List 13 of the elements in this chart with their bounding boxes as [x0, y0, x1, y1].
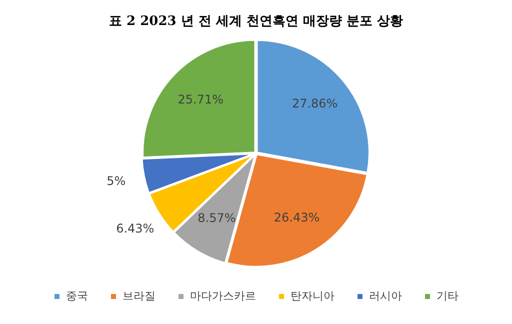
legend-label: 브라질 [122, 289, 156, 302]
legend-label: 중국 [66, 289, 88, 302]
chart-title: 표 2 2023 년 전 세계 천연흑연 매장량 분포 상황 [109, 14, 403, 30]
legend-label: 기타 [436, 289, 458, 302]
legend-label: 탄자니아 [290, 289, 334, 302]
data-label: 26.43% [274, 210, 320, 224]
data-label: 8.57% [198, 211, 236, 226]
legend-label: 마다가스카르 [190, 289, 256, 302]
data-label: 5% [106, 174, 126, 188]
data-label: 6.43% [116, 221, 154, 236]
data-label: 25.71% [178, 92, 224, 106]
legend-label: 러시아 [369, 289, 402, 302]
data-label: 27.86% [292, 96, 338, 110]
